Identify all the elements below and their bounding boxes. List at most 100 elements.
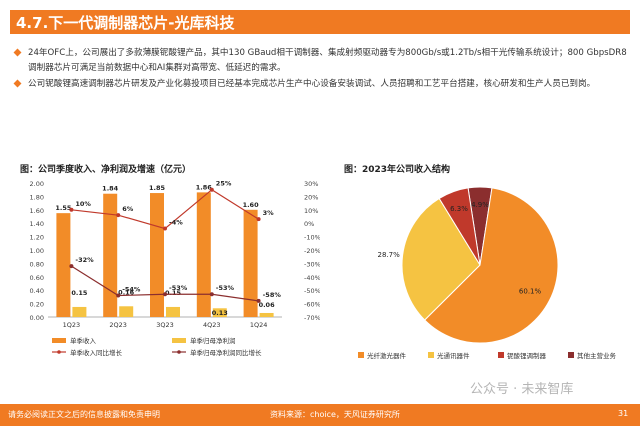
pie-slice-label: 28.7% <box>378 251 401 259</box>
profit-growth-label: -32% <box>75 256 94 264</box>
footer-bar: 请务必阅读正文之后的信息披露和免责申明 资料来源：choice，天风证券研究所 … <box>0 404 640 426</box>
pie-slice-label: 6.3% <box>450 205 468 213</box>
legend-swatch <box>52 338 66 343</box>
pie-slice <box>423 187 559 344</box>
revenue-growth-point <box>163 226 167 231</box>
bullet-text: 公司铌酸锂高速调制器芯片研发及产业化募投项目已经基本完成芯片生产中心设备安装调试… <box>28 79 596 89</box>
y-left-tick-label: 0.20 <box>30 301 44 309</box>
legend-label: 其他主营业务 <box>577 351 617 360</box>
page-number: 31 <box>618 409 629 418</box>
profit-growth-point <box>69 264 74 269</box>
revenue-growth-point <box>209 187 214 192</box>
legend-swatch <box>498 352 504 358</box>
legend-swatch <box>358 352 364 358</box>
diamond-bullet-icon <box>13 48 22 57</box>
revenue-growth-point <box>116 213 121 218</box>
revenue-growth-point <box>69 207 74 212</box>
revenue-bar-label: 1.84 <box>102 185 119 193</box>
x-tick-label: 1Q24 <box>250 321 268 329</box>
revenue-bar <box>103 193 118 317</box>
profit-growth-label: -58% <box>263 291 282 299</box>
profit-growth-label: -53% <box>216 284 235 292</box>
legend-label: 光通讯器件 <box>437 351 470 360</box>
legend-swatch <box>172 338 186 343</box>
x-tick-label: 1Q23 <box>63 321 81 329</box>
pie-slice <box>401 197 481 321</box>
legend-label: 单季归母净利润 <box>190 336 236 345</box>
profit-growth-label: -53% <box>169 284 188 292</box>
bullet-item: 公司铌酸锂高速调制器芯片研发及产业化募投项目已经基本完成芯片生产中心设备安装调试… <box>13 77 628 92</box>
y-left-tick-label: 2.00 <box>30 180 44 188</box>
x-tick-label: 4Q23 <box>203 321 221 329</box>
profit-bar <box>166 306 180 317</box>
quarterly-revenue-chart: 0.00 0.20 0.40 0.60 0.80 1.00 1.20 1.40 1.60 1.80… <box>30 180 320 357</box>
y-right-tick-label: -30% <box>304 260 320 268</box>
footer-disclaimer: 请务必阅读正文之后的信息披露和免责申明 <box>8 410 160 419</box>
page-title: 4.7.下一代调制器芯片-光库科技 <box>16 14 235 32</box>
legend-swatch <box>568 352 574 358</box>
legend-marker <box>177 350 181 354</box>
revenue-growth-label: 3% <box>263 209 275 217</box>
y-right-tick-label: -70% <box>304 314 320 322</box>
y-right-tick-label: 30% <box>304 180 318 188</box>
profit-bar <box>119 306 134 317</box>
revenue-structure-pie-chart: 4.9% 60.1% 28.7% 6.3% 光纤激光器件 光通讯器件 铌酸锂调制器 其他主营业… <box>358 186 617 360</box>
header-bar <box>10 10 630 34</box>
pie-slice-label: 60.1% <box>519 287 542 295</box>
revenue-bar <box>196 192 211 317</box>
y-left-tick-label: 1.20 <box>30 234 44 242</box>
revenue-growth-line <box>71 188 259 230</box>
profit-bar-label: 0.15 <box>165 289 182 297</box>
y-left-tick-label: 0.60 <box>30 274 44 282</box>
pie-slice <box>438 187 481 266</box>
y-left-tick-label: 0.80 <box>30 260 44 268</box>
revenue-growth-point <box>256 217 261 222</box>
revenue-bar-label: 1.85 <box>149 184 166 192</box>
revenue-bar-label: 1.55 <box>55 204 72 212</box>
profit-bar <box>259 312 274 317</box>
profit-bar <box>72 306 87 317</box>
pie-slice-label: 4.9% <box>471 201 489 209</box>
y-right-tick-label: 0% <box>304 220 314 228</box>
y-right-tick-label: -50% <box>304 287 320 295</box>
profit-bar-label: 0.16 <box>118 288 135 296</box>
y-right-tick-label: -10% <box>304 234 320 242</box>
y-left-tick-label: 1.80 <box>30 193 44 201</box>
legend-swatch <box>428 352 434 358</box>
diamond-bullet-icon <box>13 79 22 88</box>
profit-growth-point <box>209 292 214 297</box>
watermark-text: 公众号 · 未来智库 <box>470 382 574 397</box>
legend-label: 单季归母净利润同比增长 <box>190 348 262 357</box>
legend-label: 光纤激光器件 <box>367 351 407 360</box>
bullet-list: 24年OFC上，公司展出了多款薄膜铌酸锂产品，其中130 GBaud相干调制器、… <box>13 46 628 94</box>
slide-header: 4.7.下一代调制器芯片-光库科技 <box>0 10 640 34</box>
profit-bar-label: 0.15 <box>71 289 88 297</box>
legend-marker <box>57 350 61 354</box>
bullet-item: 24年OFC上，公司展出了多款薄膜铌酸锂产品，其中130 GBaud相干调制器、… <box>13 46 628 75</box>
legend-label: 单季收入同比增长 <box>70 348 123 357</box>
profit-bar <box>212 308 227 317</box>
profit-bar-label: 0.06 <box>259 301 276 309</box>
bullet-text: 24年OFC上，公司展出了多款薄膜铌酸锂产品，其中130 GBaud相干调制器、… <box>28 48 627 73</box>
y-left-tick-label: 1.00 <box>30 247 44 255</box>
y-right-tick-label: -60% <box>304 301 320 309</box>
y-left-tick-label: 1.60 <box>30 207 44 215</box>
revenue-bar <box>243 209 258 317</box>
y-left-tick-label: 1.40 <box>30 220 44 228</box>
profit-growth-label: -54% <box>122 286 141 294</box>
profit-bar-label: 0.13 <box>212 309 228 317</box>
revenue-growth-label: 25% <box>216 180 232 188</box>
profit-growth-point <box>116 293 121 298</box>
y-right-tick-label: 10% <box>304 207 318 215</box>
revenue-bar-label: 1.86 <box>196 183 213 191</box>
revenue-bar-label: 1.60 <box>243 201 260 209</box>
chart-source: 资料来源：choice，天风证券研究所 <box>270 410 400 419</box>
x-tick-label: 3Q23 <box>156 321 174 329</box>
profit-growth-point <box>163 292 167 297</box>
y-right-tick-label: -40% <box>304 274 320 282</box>
bar-chart-title: 图：公司季度收入、净利润及增速（亿元） <box>20 165 192 175</box>
revenue-growth-label: -4% <box>169 219 183 227</box>
profit-growth-point <box>256 298 261 303</box>
pie-chart-title: 图：2023年公司收入结构 <box>344 165 451 175</box>
y-right-tick-label: -20% <box>304 247 320 255</box>
